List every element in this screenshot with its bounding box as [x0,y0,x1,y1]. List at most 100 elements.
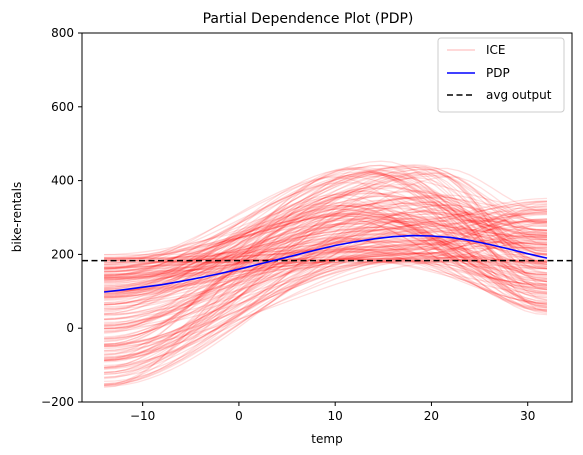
y-axis-label: bike-rentals [10,182,24,253]
ice-curve [104,211,548,368]
ice-curve [104,225,547,265]
ice-curve [104,247,548,352]
ice-curve [104,173,548,304]
ice-curve [104,197,548,385]
ice-curve [104,223,548,268]
ice-curve [104,168,548,388]
ice-curve [104,218,548,376]
ice-curve [104,207,548,294]
ice-curve [104,204,547,325]
ice-curve [104,220,548,307]
legend-ice-label: ICE [486,43,506,57]
ice-curve [104,175,548,297]
ice-curve [104,252,548,373]
ice-curve [104,183,548,294]
ice-curve [104,202,548,317]
ice-curve [104,208,548,387]
ice-curve [104,171,548,288]
ice-curve [104,203,548,362]
ice-curve [104,221,548,360]
ice-curve [104,196,548,311]
x-axis-label: temp [311,432,342,446]
ice-curve [104,226,548,288]
ice-curve [104,215,547,374]
ice-curve [104,205,548,298]
ice-curve [104,236,548,285]
ice-curve [104,215,548,343]
ice-curve [104,206,548,387]
ice-curve [104,231,548,280]
ice-curve [104,164,548,279]
ice-curve [104,237,548,304]
ice-curve [104,165,548,290]
x-tick-label: 0 [235,409,243,423]
ice-curve [104,256,548,270]
y-tick-label: 800 [51,26,74,40]
ice-curve [104,171,548,272]
ice-curve [104,221,548,292]
ice-curve [104,190,548,311]
ice-curve [104,247,548,311]
ice-curve [104,200,548,269]
ice-curve [104,168,548,330]
ice-curve [104,195,548,287]
ice-curve [104,213,547,374]
ice-curve [104,165,548,278]
ice-curve [104,209,548,298]
ice-curve [104,213,548,292]
ice-curve [104,166,548,283]
ice-curve [104,187,548,291]
chart-title: Partial Dependence Plot (PDP) [203,11,414,27]
ice-curve [104,260,548,345]
ice-curve [104,168,548,295]
ice-curve [104,238,548,341]
ice-curve [104,210,548,346]
ice-curve [104,202,548,266]
ice-curve [104,253,547,275]
ice-curve [104,199,548,379]
ice-curve [104,172,548,306]
ice-curve [104,176,548,386]
ice-curve [104,261,547,361]
ice-curve [104,237,548,306]
ice-curve [104,192,548,298]
ice-curve [104,203,548,330]
legend-pdp-label: PDP [486,66,510,80]
ice-curve [104,175,548,270]
ice-curve [104,205,548,282]
ice-curve [104,221,548,347]
ice-curve [104,204,548,361]
y-tick-label: 200 [51,247,74,261]
ice-curve [104,259,548,375]
ice-curve [104,194,548,260]
ice-curve [104,175,548,286]
ice-curve [104,212,548,370]
y-axis-ticks: −200 0 200 400 600 800 [41,26,82,409]
ice-curve [104,200,548,328]
ice-curve [104,216,548,338]
ice-curve [104,169,548,347]
ice-curve [104,211,548,350]
x-tick-label: 20 [424,409,439,423]
ice-curve [104,166,548,330]
ice-curve [104,212,548,270]
ice-curve [104,215,548,273]
ice-curve [104,248,548,370]
ice-curve [104,195,548,362]
ice-curve [104,220,548,326]
ice-curve [104,241,548,383]
ice-curve [104,181,548,279]
ice-curve [104,217,548,315]
ice-curve [104,219,548,368]
ice-curve [104,189,548,261]
ice-curve [104,172,548,356]
ice-curve [104,205,548,332]
ice-curve [104,204,548,347]
ice-curve [104,173,548,290]
ice-curve [104,258,548,323]
ice-curve [104,252,548,346]
ice-curve [104,193,548,313]
ice-curve [104,176,548,316]
ice-curve [104,229,548,307]
ice-curve [104,196,548,261]
